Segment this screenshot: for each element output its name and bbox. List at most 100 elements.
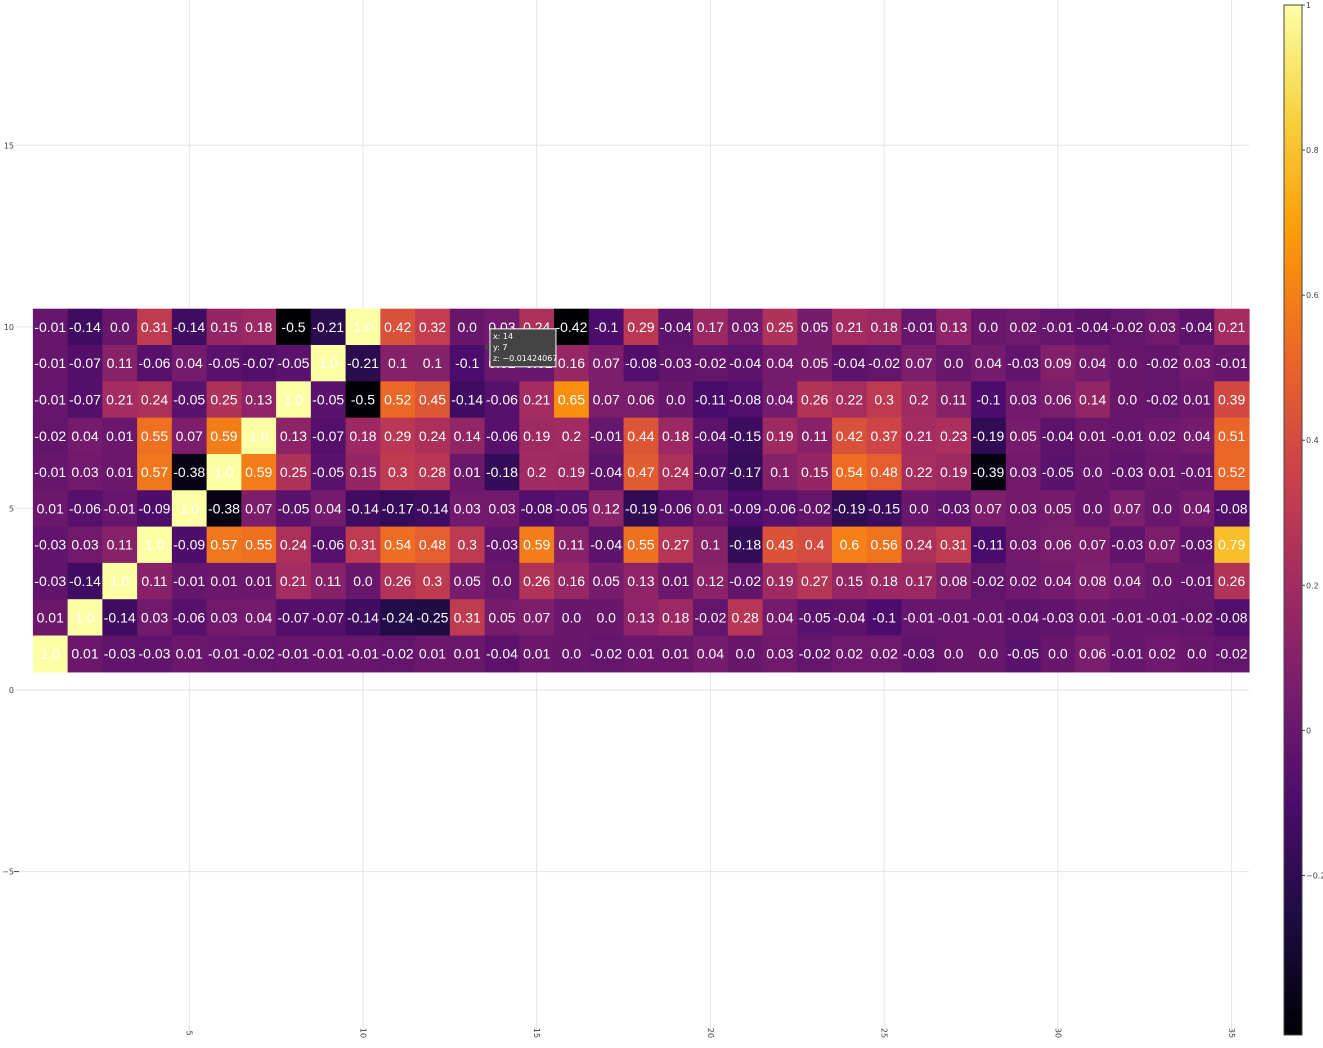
heatmap-cell[interactable] (554, 417, 590, 455)
heatmap-cell[interactable] (32, 562, 69, 600)
heatmap-cell[interactable] (415, 345, 451, 382)
heatmap-cell[interactable] (727, 526, 764, 564)
heatmap-cell[interactable] (554, 381, 590, 419)
heatmap-cell[interactable] (1144, 490, 1181, 528)
heatmap-cell[interactable] (588, 526, 625, 564)
heatmap-cell[interactable] (1075, 635, 1111, 673)
heatmap-cell[interactable] (797, 599, 833, 637)
heatmap-cell[interactable] (832, 635, 868, 673)
heatmap-cell[interactable] (380, 417, 416, 455)
heatmap-cell[interactable] (866, 562, 903, 600)
heatmap-cell[interactable] (1040, 526, 1076, 564)
heatmap-cells[interactable] (32, 308, 1250, 673)
heatmap-cell[interactable] (901, 526, 937, 564)
heatmap-cell[interactable] (32, 526, 69, 564)
heatmap-cell[interactable] (345, 599, 381, 637)
heatmap-cell[interactable] (1179, 345, 1215, 382)
heatmap-cell[interactable] (206, 599, 242, 637)
heatmap-cell[interactable] (1144, 599, 1181, 637)
heatmap-cell[interactable] (971, 599, 1007, 637)
heatmap-cell[interactable] (171, 562, 208, 600)
heatmap-cell[interactable] (137, 599, 173, 637)
heatmap-cell[interactable] (588, 381, 625, 419)
heatmap-cell[interactable] (137, 308, 173, 346)
heatmap-cell[interactable] (797, 490, 833, 528)
heatmap-cell[interactable] (727, 308, 764, 346)
heatmap-cell[interactable] (67, 526, 103, 564)
heatmap-cell[interactable] (623, 381, 659, 419)
heatmap-cell[interactable] (901, 381, 937, 419)
heatmap-cell[interactable] (519, 381, 555, 419)
heatmap-cell[interactable] (32, 345, 69, 382)
heatmap-cell[interactable] (693, 381, 729, 419)
heatmap-cell[interactable] (1075, 490, 1111, 528)
heatmap-cell[interactable] (415, 490, 451, 528)
heatmap-cell[interactable] (727, 599, 764, 637)
heatmap-cell[interactable] (380, 490, 416, 528)
heatmap-cell[interactable] (1144, 308, 1181, 346)
heatmap-cell[interactable] (415, 599, 451, 637)
heatmap-cell[interactable] (554, 345, 590, 382)
heatmap-cell[interactable] (901, 453, 937, 491)
heatmap-cell[interactable] (345, 635, 381, 673)
heatmap-cell[interactable] (727, 490, 764, 528)
heatmap-cell[interactable] (171, 381, 208, 419)
heatmap-cell[interactable] (1005, 526, 1042, 564)
heatmap-cell[interactable] (1144, 635, 1181, 673)
heatmap-cell[interactable] (588, 345, 625, 382)
heatmap-cell[interactable] (866, 453, 903, 491)
heatmap-cell[interactable] (241, 381, 277, 419)
heatmap-cell[interactable] (832, 526, 868, 564)
heatmap-cell[interactable] (1144, 381, 1181, 419)
heatmap-cell[interactable] (1075, 526, 1111, 564)
heatmap-cell[interactable] (1110, 417, 1146, 455)
heatmap-cell[interactable] (554, 308, 590, 346)
heatmap-cell[interactable] (310, 308, 347, 346)
heatmap-cell[interactable] (380, 526, 416, 564)
heatmap-cell[interactable] (449, 381, 486, 419)
heatmap-cell[interactable] (1179, 453, 1215, 491)
heatmap-cell[interactable] (206, 453, 242, 491)
heatmap-cell[interactable] (32, 417, 69, 455)
heatmap-cell[interactable] (693, 345, 729, 382)
heatmap-cell[interactable] (693, 635, 729, 673)
heatmap-cell[interactable] (241, 417, 277, 455)
heatmap-cell[interactable] (832, 453, 868, 491)
heatmap-cell[interactable] (971, 635, 1007, 673)
heatmap-cell[interactable] (137, 345, 173, 382)
heatmap-cell[interactable] (241, 526, 277, 564)
heatmap-cell[interactable] (1144, 345, 1181, 382)
heatmap-cell[interactable] (206, 526, 242, 564)
heatmap-cell[interactable] (1075, 453, 1111, 491)
heatmap-cell[interactable] (936, 381, 972, 419)
heatmap-cell[interactable] (276, 526, 312, 564)
heatmap-cell[interactable] (1110, 562, 1146, 600)
heatmap-cell[interactable] (1005, 453, 1042, 491)
heatmap-cell[interactable] (797, 345, 833, 382)
heatmap-cell[interactable] (1214, 381, 1250, 419)
heatmap-cell[interactable] (171, 345, 208, 382)
heatmap-cell[interactable] (1040, 635, 1076, 673)
heatmap-cell[interactable] (1040, 345, 1076, 382)
heatmap-cell[interactable] (658, 599, 694, 637)
heatmap-cell[interactable] (206, 562, 242, 600)
heatmap-cell[interactable] (276, 490, 312, 528)
heatmap-cell[interactable] (484, 453, 520, 491)
heatmap-cell[interactable] (102, 490, 138, 528)
heatmap-cell[interactable] (137, 417, 173, 455)
heatmap-cell[interactable] (554, 453, 590, 491)
heatmap-cell[interactable] (345, 308, 381, 346)
heatmap-cell[interactable] (102, 562, 138, 600)
heatmap-cell[interactable] (623, 345, 659, 382)
heatmap-cell[interactable] (971, 345, 1007, 382)
heatmap-cell[interactable] (588, 635, 625, 673)
heatmap-cell[interactable] (1179, 381, 1215, 419)
heatmap-cell[interactable] (1005, 635, 1042, 673)
heatmap-cell[interactable] (1005, 381, 1042, 419)
heatmap-cell[interactable] (727, 417, 764, 455)
heatmap-cell[interactable] (67, 381, 103, 419)
heatmap-cell[interactable] (658, 308, 694, 346)
heatmap-cell[interactable] (1040, 599, 1076, 637)
heatmap-cell[interactable] (762, 417, 798, 455)
heatmap-cell[interactable] (1110, 635, 1146, 673)
